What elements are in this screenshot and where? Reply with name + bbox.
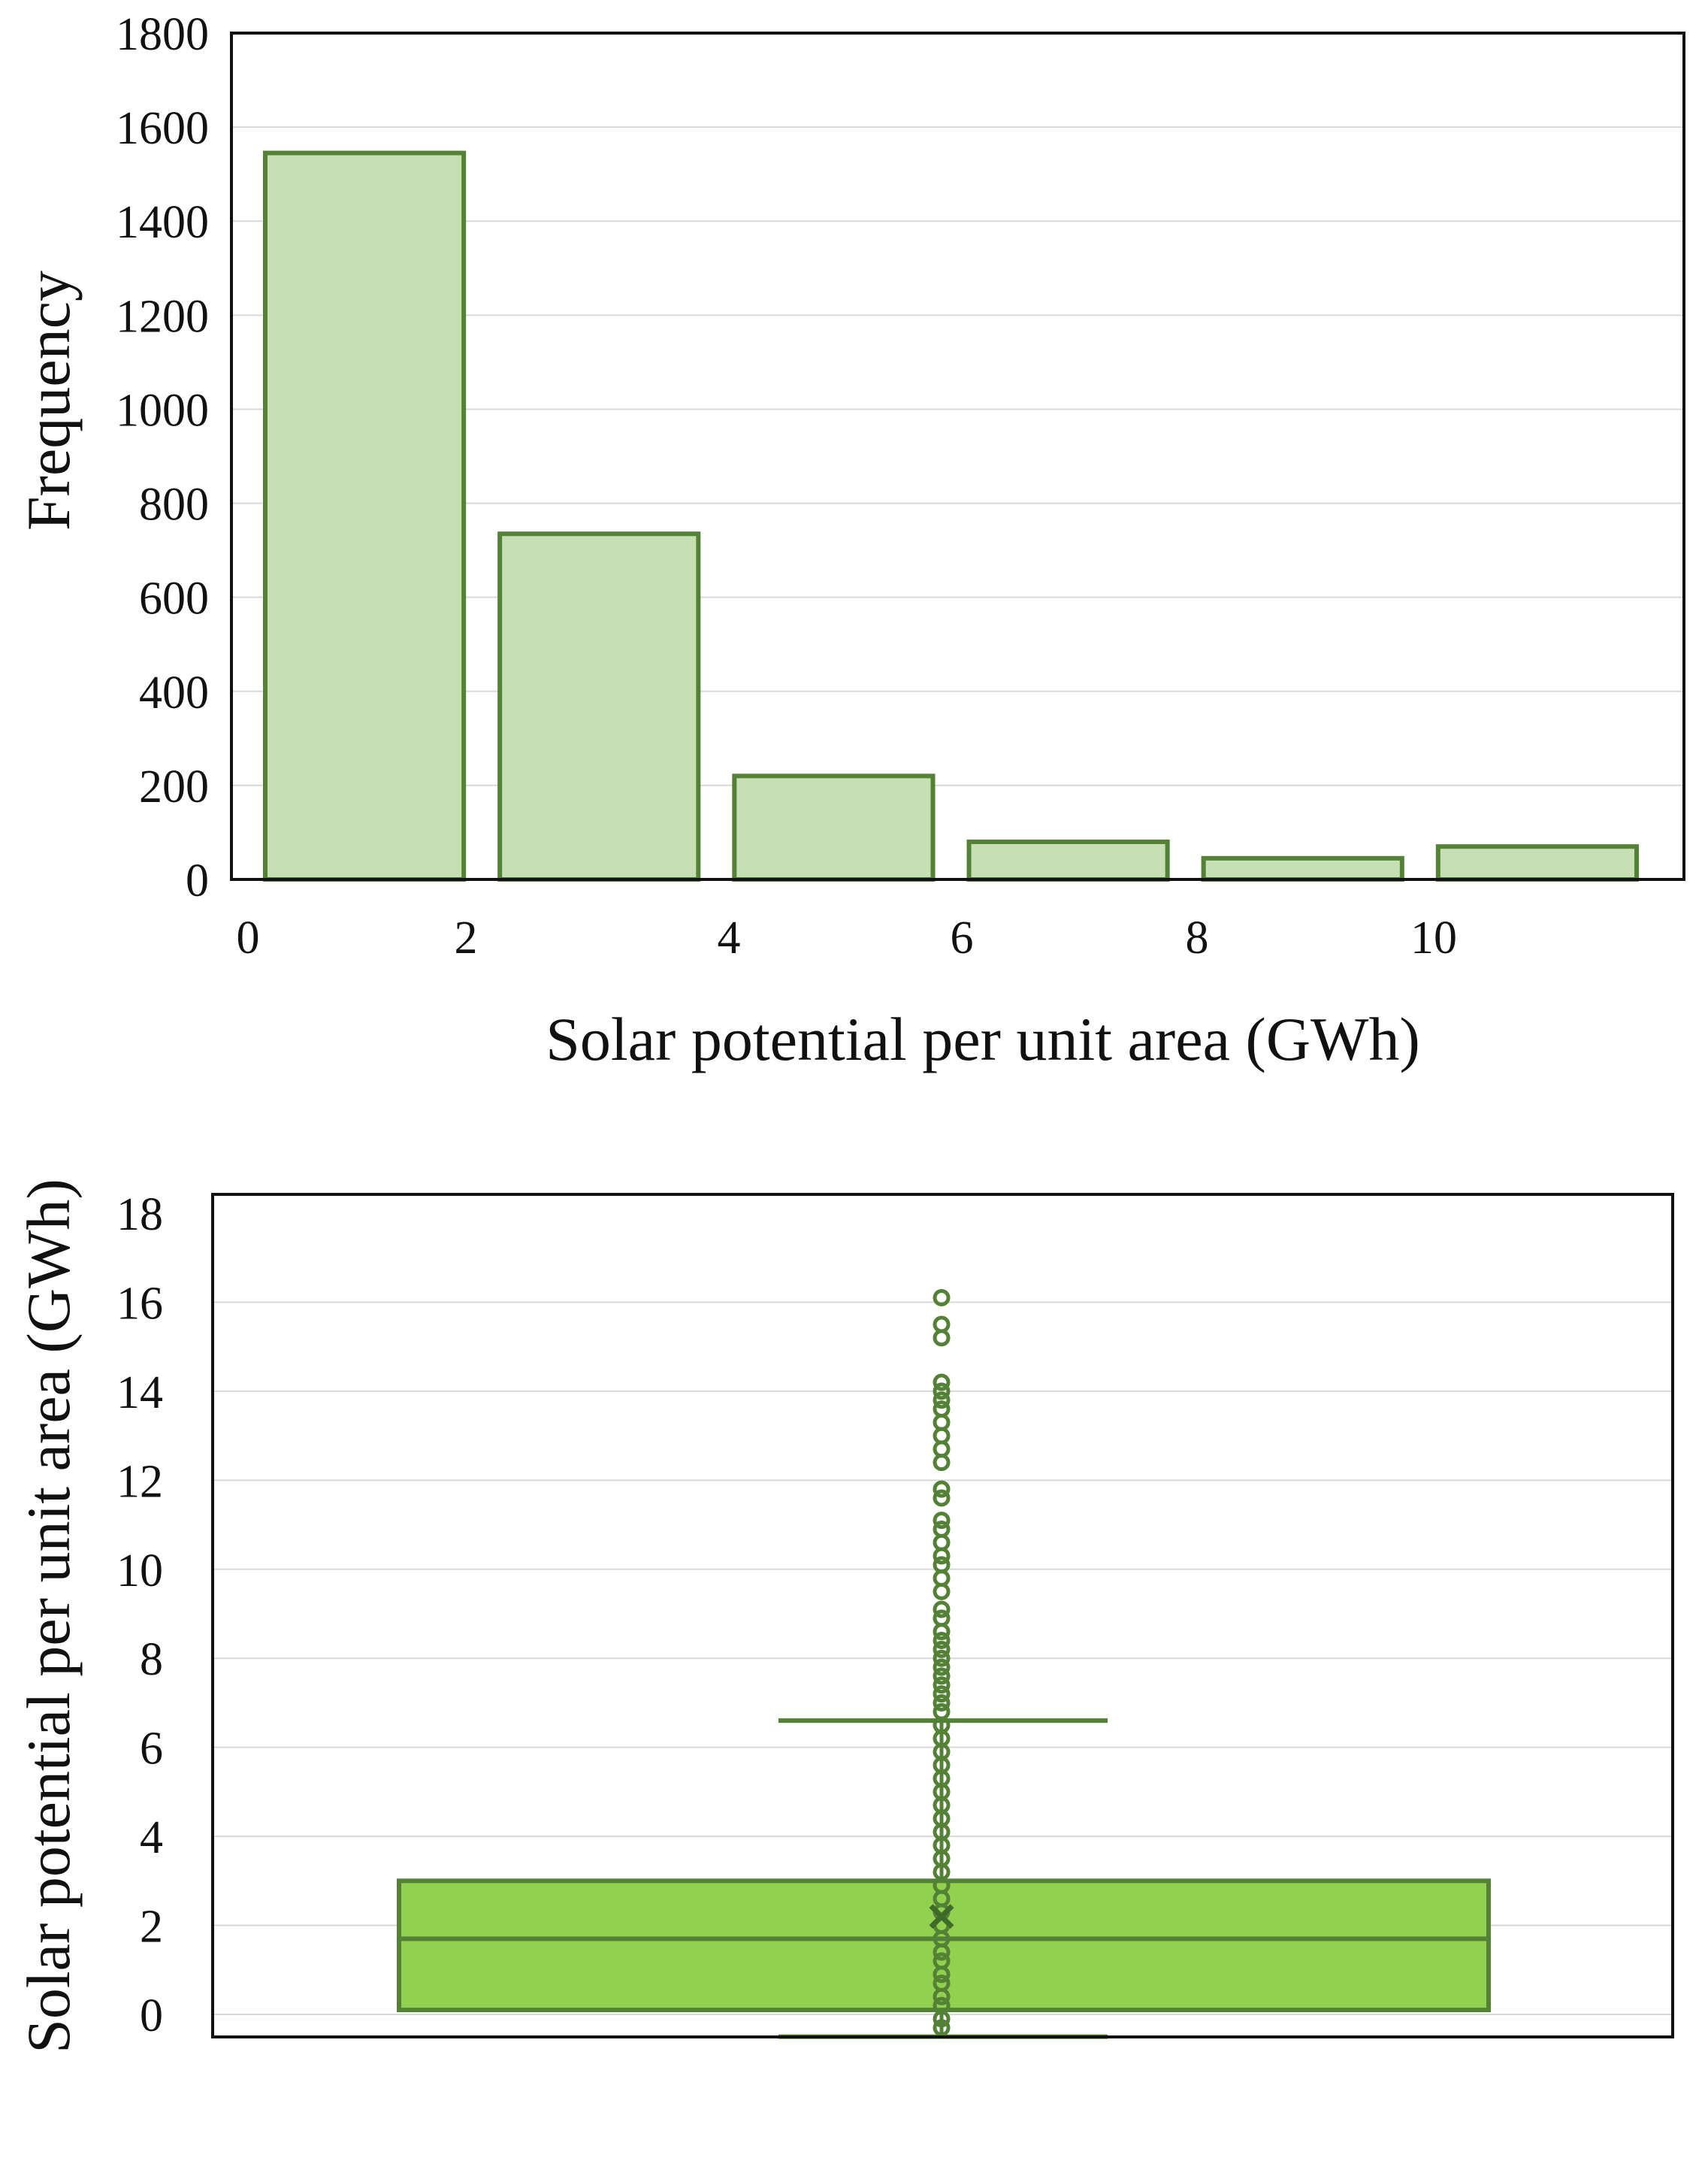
histogram-y-tick-label: 400 bbox=[139, 667, 209, 719]
boxplot-outlier-point bbox=[933, 1400, 951, 1418]
histogram-bar bbox=[1201, 855, 1404, 882]
boxplot-outlier-point bbox=[933, 1640, 951, 1658]
boxplot-y-tick-label: 4 bbox=[140, 1812, 163, 1863]
histogram-x-tick-label: 8 bbox=[1186, 912, 1209, 964]
histogram-bar bbox=[263, 150, 467, 882]
boxplot-data-point bbox=[933, 1975, 951, 1993]
boxplot-y-tick-label: 14 bbox=[116, 1367, 163, 1418]
histogram-y-tick-label: 1200 bbox=[116, 291, 209, 342]
histogram-y-axis-title: Frequency bbox=[14, 271, 83, 531]
boxplot-outlier-point bbox=[933, 1693, 951, 1711]
box-plot-chart: 0 2 4 6 8 10 12 14 16 18 Solar potential per unit … bbox=[14, 1179, 1674, 2053]
boxplot-outlier-point bbox=[933, 1520, 951, 1538]
histogram-x-tick-label: 2 bbox=[455, 912, 478, 964]
histogram-y-tick-label: 0 bbox=[186, 855, 209, 906]
histogram-y-tick-label: 200 bbox=[139, 761, 209, 813]
boxplot-plot-frame bbox=[211, 1193, 1674, 2038]
boxplot-outlier-point bbox=[933, 1391, 951, 1409]
histogram-x-axis-title: Solar potential per unit area (GWh) bbox=[546, 1005, 1420, 1073]
boxplot-outlier-point bbox=[933, 1315, 951, 1333]
histogram-bar bbox=[966, 839, 1170, 882]
boxplot-data-point bbox=[933, 1996, 951, 2014]
boxplot-outlier-point bbox=[933, 1512, 951, 1530]
histogram-y-tick-label: 1800 bbox=[116, 9, 209, 60]
histogram-bar bbox=[1435, 844, 1640, 882]
boxplot-outlier-point bbox=[933, 1289, 951, 1307]
boxplot-y-axis-title: Solar potential per unit area (GWh) bbox=[14, 1179, 83, 2053]
boxplot-outlier-point bbox=[933, 1667, 951, 1685]
boxplot-y-tick-label: 18 bbox=[116, 1189, 163, 1240]
histogram-y-tick-label: 800 bbox=[139, 480, 209, 531]
boxplot-outlier-point bbox=[933, 1702, 951, 1721]
boxplot-outlier-point bbox=[933, 1556, 951, 1574]
boxplot-outlier-point bbox=[933, 1480, 951, 1498]
boxplot-y-tick-label: 12 bbox=[116, 1456, 163, 1507]
histogram-y-tick-label: 1000 bbox=[116, 385, 209, 436]
histogram-bar bbox=[497, 531, 701, 882]
boxplot-outlier-point bbox=[933, 1632, 951, 1650]
boxplot-outlier-point bbox=[933, 1489, 951, 1507]
histogram-x-tick-label: 4 bbox=[718, 912, 741, 964]
boxplot-outlier-point bbox=[933, 1649, 951, 1667]
boxplot-outlier-point bbox=[933, 1373, 951, 1391]
boxplot-mean-marker bbox=[929, 1904, 954, 1929]
histogram-y-tick-label: 600 bbox=[139, 574, 209, 625]
histogram-y-tick-label: 1600 bbox=[116, 103, 209, 154]
boxplot-outlier-point bbox=[933, 1609, 951, 1627]
boxplot-y-tick-label: 0 bbox=[140, 1990, 163, 2041]
boxplot-y-tick-label: 16 bbox=[116, 1278, 163, 1329]
histogram-plot-frame bbox=[230, 32, 1685, 881]
histogram-x-tick-label: 0 bbox=[237, 912, 260, 964]
boxplot-outlier-point bbox=[933, 1600, 951, 1618]
boxplot-outlier-point bbox=[933, 1658, 951, 1676]
boxplot-mean-marker-stroke bbox=[929, 1904, 954, 1929]
histogram-bar bbox=[732, 773, 936, 882]
histogram-chart: 0 200 400 600 800 1000 1200 1400 1600 1800 0 2 4 6 8 10… bbox=[14, 9, 1685, 1073]
boxplot-y-tick-label: 6 bbox=[140, 1724, 163, 1775]
boxplot-data-point bbox=[933, 1952, 951, 1970]
boxplot-y-tick-label: 10 bbox=[116, 1545, 163, 1596]
boxplot-y-tick-label: 8 bbox=[140, 1634, 163, 1685]
histogram-x-tick-label: 6 bbox=[951, 912, 974, 964]
boxplot-data-point bbox=[933, 2019, 951, 2037]
histogram-y-tick-label: 1400 bbox=[116, 197, 209, 248]
boxplot-outlier-point bbox=[933, 1676, 951, 1694]
boxplot-y-tick-label: 2 bbox=[140, 1902, 163, 1953]
histogram-x-tick-label: 10 bbox=[1410, 912, 1457, 964]
boxplot-outlier-point bbox=[933, 1685, 951, 1703]
boxplot-outlier-point bbox=[933, 1382, 951, 1400]
